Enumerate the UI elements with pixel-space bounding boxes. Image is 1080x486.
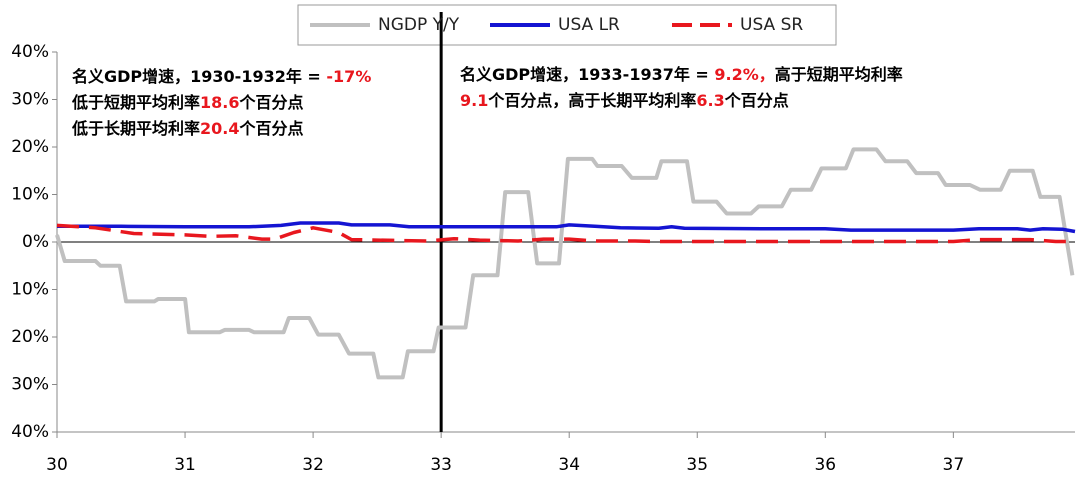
annotation: 9.1个百分点，高于长期平均利率6.3个百分点 — [460, 91, 789, 110]
y-tick-label: 10% — [11, 185, 49, 205]
x-tick-label: 35 — [686, 455, 708, 475]
x-tick-label: 31 — [174, 455, 196, 475]
annotation-part: 20.4 — [200, 119, 239, 138]
annotation-part: 低于短期平均利率 — [71, 93, 200, 112]
y-tick-label: 40% — [11, 42, 49, 62]
y-tick-label: 10% — [11, 280, 49, 300]
y-tick-label: 30% — [11, 90, 49, 110]
y-tick-label: 20% — [11, 137, 49, 157]
annotation-part: 个百分点 — [724, 91, 789, 110]
y-tick-label: 20% — [11, 327, 49, 347]
legend-box — [297, 4, 837, 46]
annotation-part: -17% — [326, 67, 371, 86]
x-tick-label: 32 — [302, 455, 324, 475]
legend-label: USA SR — [740, 15, 803, 35]
annotation: 名义GDP增速，1933-1937年 = 9.2%，高于短期平均利率 — [460, 65, 903, 84]
annotation-part: 名义GDP增速，1930-1932年 = — [72, 67, 326, 86]
annotation-part: 低于长期平均利率 — [71, 119, 200, 138]
annotation: 名义GDP增速，1930-1932年 = -17% — [72, 67, 371, 86]
x-tick-label: 36 — [814, 455, 836, 475]
legend-label: USA LR — [558, 15, 620, 35]
x-tick-label: 33 — [430, 455, 452, 475]
annotation-part: 18.6 — [200, 93, 239, 112]
y-tick-label: 0% — [22, 232, 49, 252]
x-tick-label: 37 — [943, 455, 965, 475]
series-line — [57, 221, 1076, 234]
annotation: 低于长期平均利率20.4个百分点 — [71, 119, 304, 138]
annotation-part: 高于短期平均利率 — [775, 65, 903, 84]
annotation-part: 名义GDP增速，1933-1937年 = — [460, 65, 714, 84]
annotation: 低于短期平均利率18.6个百分点 — [71, 93, 304, 112]
x-tick-label: 34 — [558, 455, 580, 475]
series-line — [56, 223, 1075, 244]
series-line — [55, 147, 1075, 380]
annotation-part: 个百分点，高于长期平均利率 — [487, 91, 696, 110]
y-tick-label: 30% — [11, 375, 49, 395]
annotation-part: 9.1 — [460, 91, 488, 110]
legend-label: NGDP Y/Y — [378, 15, 460, 35]
annotation-part: 9.2%， — [714, 65, 774, 84]
annotation-part: 个百分点 — [239, 93, 304, 112]
annotation-part: 6.3 — [696, 91, 724, 110]
annotation-part: 个百分点 — [239, 119, 304, 138]
y-tick-label: 40% — [11, 422, 49, 442]
x-tick-label: 30 — [46, 455, 68, 475]
